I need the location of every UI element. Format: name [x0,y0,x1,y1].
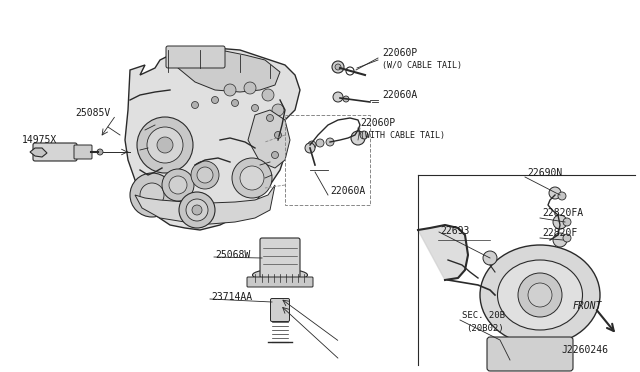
Circle shape [232,158,272,198]
Circle shape [224,84,236,96]
Circle shape [191,102,198,109]
Circle shape [528,283,552,307]
Polygon shape [30,148,47,157]
Circle shape [157,137,173,153]
Circle shape [197,167,213,183]
Circle shape [360,131,368,139]
Circle shape [240,166,264,190]
FancyBboxPatch shape [74,145,92,159]
Polygon shape [135,185,275,224]
Text: 25085V: 25085V [75,108,110,118]
Text: 22820FA: 22820FA [542,208,583,218]
Circle shape [305,143,315,153]
Circle shape [130,173,174,217]
Text: 25068W: 25068W [215,250,250,260]
Circle shape [272,104,284,116]
Circle shape [97,149,103,155]
Circle shape [518,273,562,317]
Circle shape [244,82,256,94]
Circle shape [549,187,561,199]
Polygon shape [125,48,300,230]
Circle shape [316,139,324,147]
Circle shape [211,96,218,103]
Circle shape [326,138,334,146]
Circle shape [162,169,194,201]
Circle shape [483,251,497,265]
Text: (W/O CABLE TAIL): (W/O CABLE TAIL) [382,61,462,70]
Polygon shape [248,110,290,168]
Polygon shape [418,225,468,280]
Circle shape [563,218,571,226]
Text: (WITH CABLE TAIL): (WITH CABLE TAIL) [360,131,445,140]
Circle shape [333,92,343,102]
Text: 22693: 22693 [440,226,469,236]
Circle shape [343,96,349,102]
FancyBboxPatch shape [33,143,77,161]
Circle shape [232,99,239,106]
Circle shape [140,183,164,207]
Text: 23714AA: 23714AA [211,292,252,302]
Circle shape [271,151,278,158]
Circle shape [147,127,183,163]
Circle shape [553,233,567,247]
Circle shape [179,192,215,228]
Text: 22690N: 22690N [527,168,563,178]
Text: 14975X: 14975X [22,135,57,145]
Text: 22060P: 22060P [382,48,417,58]
FancyBboxPatch shape [166,46,225,68]
Ellipse shape [480,245,600,345]
Circle shape [192,205,202,215]
Circle shape [308,141,316,149]
FancyBboxPatch shape [487,337,573,371]
Circle shape [335,64,341,70]
Circle shape [252,105,259,112]
Circle shape [169,176,187,194]
Text: FRONT: FRONT [573,301,602,311]
Circle shape [558,192,566,200]
Circle shape [275,131,282,138]
Circle shape [563,234,571,242]
Ellipse shape [497,260,582,330]
Circle shape [332,61,344,73]
Text: 22820F: 22820F [542,228,577,238]
Circle shape [191,161,219,189]
Circle shape [262,89,274,101]
Text: 22060A: 22060A [382,90,417,100]
Text: 22060P: 22060P [360,118,396,128]
FancyBboxPatch shape [260,238,300,278]
Text: SEC. 20B: SEC. 20B [462,311,505,320]
FancyBboxPatch shape [247,277,313,287]
Circle shape [553,215,567,229]
Text: 22060A: 22060A [330,186,365,196]
Circle shape [266,115,273,122]
Circle shape [137,117,193,173]
Bar [285,115,370,205]
Text: J2260246: J2260246 [561,345,608,355]
FancyBboxPatch shape [271,298,289,321]
Text: (20B02): (20B02) [466,324,504,333]
Polygon shape [175,50,280,92]
Ellipse shape [253,269,307,281]
Circle shape [186,199,208,221]
Circle shape [351,131,365,145]
